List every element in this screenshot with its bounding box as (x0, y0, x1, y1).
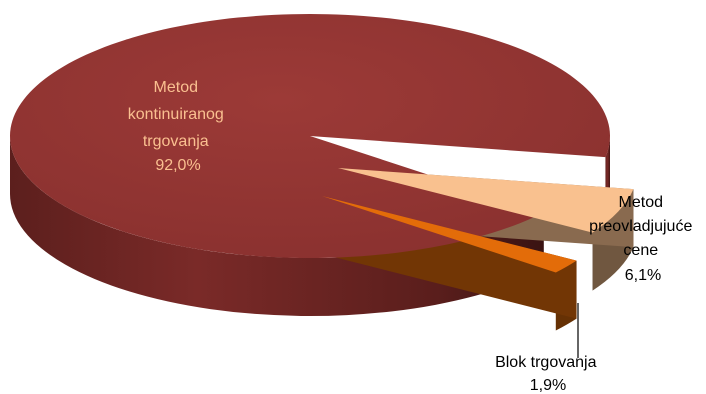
slice-tops (10, 13, 634, 273)
slice-label-line: preovladjujuće (589, 218, 692, 235)
slice-label-line: kontinuiranog (128, 106, 224, 123)
slice-label-preovladjujuce: Metod preovladjujuće cene 6,1% (589, 194, 697, 284)
slice-label-line: Metod (619, 194, 663, 211)
slice-value-label: 92,0% (155, 157, 200, 174)
slice-label-line: Metod (154, 79, 198, 96)
slice-label-line: cene (623, 242, 658, 259)
pie-slice-top-2 (322, 196, 577, 273)
pie-slice-top-0 (10, 13, 611, 259)
slice-label-blok-trgovanja: Blok trgovanja 1,9% (495, 354, 601, 394)
slice-value-label: 1,9% (530, 377, 566, 394)
slice-value-label: 6,1% (625, 267, 661, 284)
slice-label-line: trgovanja (143, 133, 209, 150)
pie-slice-top-1 (338, 168, 634, 233)
slice-label-kontinuirano: Metod kontinuiranog trgovanja 92,0% (128, 79, 229, 174)
slice-label-line: Blok trgovanja (495, 354, 596, 371)
